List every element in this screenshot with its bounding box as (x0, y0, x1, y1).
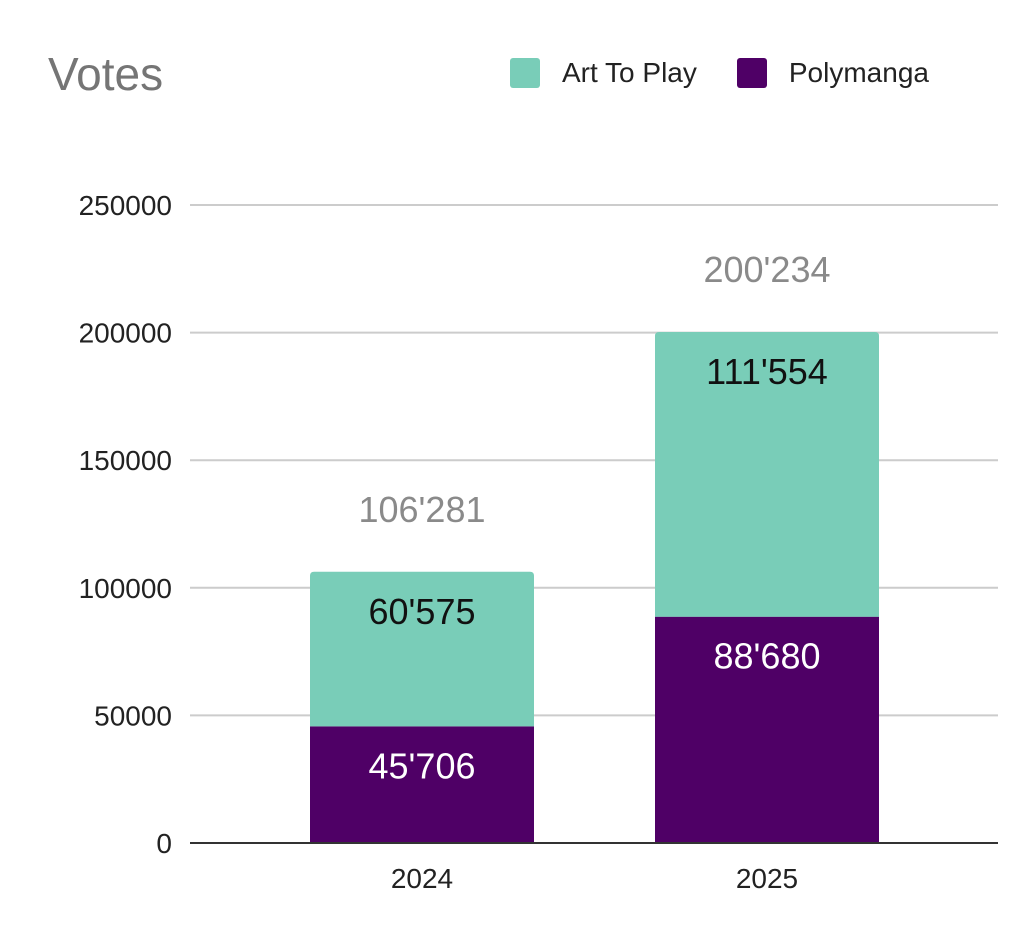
bar-polymanga-2024 (310, 726, 534, 843)
data-label: 60'575 (369, 591, 476, 632)
data-label: 88'680 (714, 636, 821, 677)
legend-item-polymanga: Polymanga (736, 56, 929, 90)
total-label: 200'234 (703, 249, 830, 290)
y-tick-label: 100000 (79, 573, 172, 604)
chart-title: Votes (48, 48, 164, 100)
total-label: 106'281 (358, 489, 485, 530)
legend-swatch-polymanga (736, 58, 767, 88)
y-tick-label: 0 (156, 828, 172, 859)
legend-swatch-art-to-play (510, 58, 540, 88)
legend-label-art-to-play: Art To Play (562, 57, 697, 88)
x-tick-label: 2025 (736, 863, 798, 894)
legend-label-polymanga: Polymanga (788, 57, 929, 88)
y-tick-label: 250000 (79, 190, 172, 221)
legend-item-art-to-play: Art To Play (510, 56, 697, 90)
legend: Art To Play Polymanga (510, 56, 969, 90)
x-tick-label: 2024 (391, 863, 453, 894)
bar-art-to-play-2025 (655, 332, 879, 617)
data-label: 111'554 (706, 351, 828, 392)
bar-art-to-play-2024 (310, 571, 534, 727)
data-label: 45'706 (369, 745, 476, 786)
bar-polymanga-2025 (655, 616, 879, 843)
y-tick-label: 200000 (79, 318, 172, 349)
y-tick-label: 150000 (79, 445, 172, 476)
y-tick-label: 50000 (94, 700, 172, 731)
